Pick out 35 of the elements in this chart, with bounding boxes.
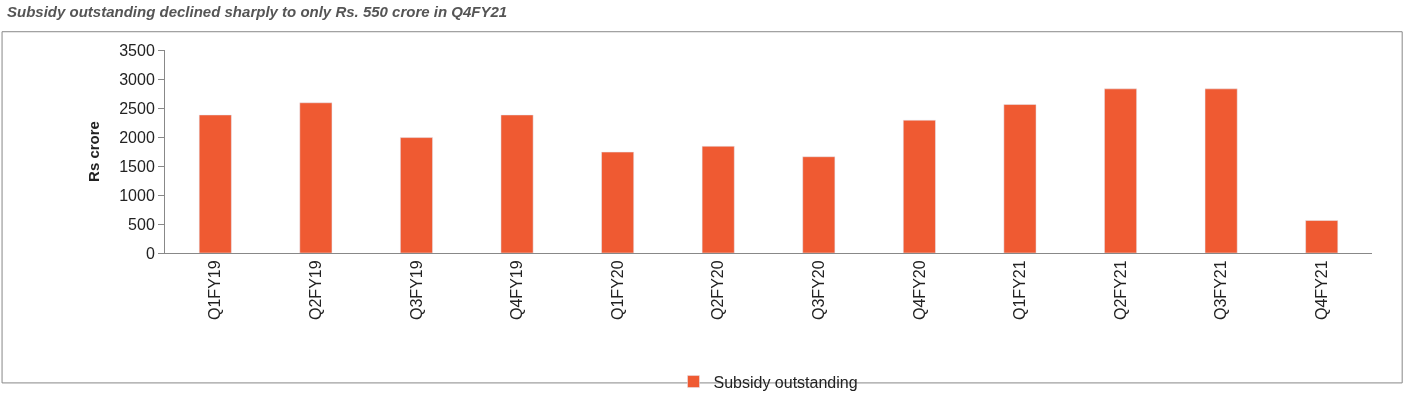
y-tick-label: 1500 bbox=[119, 157, 155, 175]
bar bbox=[1305, 220, 1339, 253]
bar bbox=[1104, 88, 1137, 253]
bar bbox=[1204, 88, 1238, 253]
x-tick-label: Q4FY20 bbox=[910, 260, 928, 320]
y-axis-title: Rs crore bbox=[85, 121, 103, 182]
bar bbox=[701, 146, 735, 253]
bar bbox=[1003, 104, 1037, 253]
x-tick-label: Q4FY21 bbox=[1312, 260, 1330, 320]
legend-label: Subsidy outstanding bbox=[713, 373, 858, 391]
x-tick-label: Q1FY21 bbox=[1011, 260, 1029, 320]
y-tick-label: 2000 bbox=[119, 128, 155, 146]
bar bbox=[903, 119, 936, 253]
x-tick-label: Q4FY19 bbox=[508, 260, 526, 320]
x-tick-label: Q2FY21 bbox=[1111, 260, 1129, 320]
x-tick-label: Q3FY21 bbox=[1212, 260, 1230, 320]
y-tick-label: 3500 bbox=[119, 41, 155, 59]
bar bbox=[299, 102, 333, 253]
chart-title: Subsidy outstanding declined sharply to only Rs. 550 crore in Q4FY21 bbox=[7, 2, 508, 20]
bar bbox=[198, 114, 232, 253]
x-tick-label: Q3FY20 bbox=[809, 260, 827, 320]
y-tick-label: 0 bbox=[145, 244, 155, 262]
x-tick-label: Q1FY20 bbox=[608, 260, 626, 320]
y-tick-label: 1000 bbox=[119, 186, 155, 204]
bar bbox=[500, 114, 534, 253]
x-tick-label: Q3FY19 bbox=[407, 260, 425, 320]
bar bbox=[802, 156, 836, 253]
y-tick-label: 3000 bbox=[119, 70, 155, 88]
x-tick-label: Q2FY20 bbox=[709, 260, 727, 320]
y-tick-label: 2500 bbox=[119, 99, 155, 117]
y-tick-label: 500 bbox=[128, 215, 155, 233]
x-tick-label: Q2FY19 bbox=[307, 260, 325, 320]
x-tick-label: Q1FY19 bbox=[206, 260, 224, 320]
bar bbox=[601, 151, 634, 253]
bar bbox=[400, 137, 433, 253]
